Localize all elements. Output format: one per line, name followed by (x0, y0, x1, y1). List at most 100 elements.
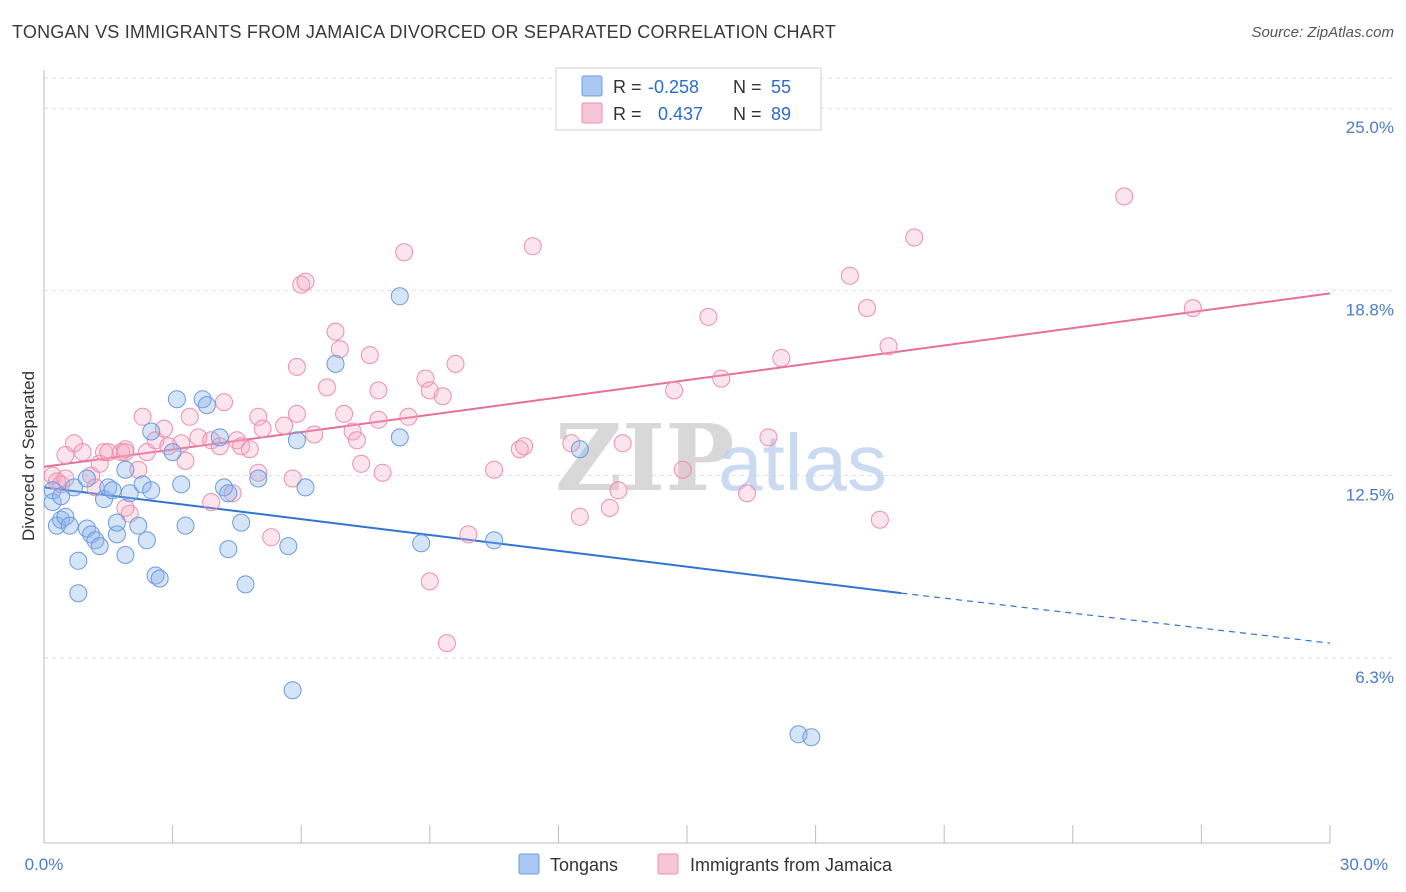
tongan-point (167, 390, 186, 409)
jamaica-point (665, 381, 684, 400)
jamaica-point (133, 407, 152, 426)
jamaica-point (347, 431, 366, 450)
data-points (43, 187, 1202, 747)
tongan-point (283, 681, 302, 700)
tick-labels: 6.3% 12.5% 18.8% 25.0% 0.0% 30.0% (25, 118, 1394, 874)
tongan-point (69, 551, 88, 570)
tongan-point (570, 440, 589, 459)
legend-n-label-jamaica: N = (733, 104, 762, 124)
jamaica-point (515, 437, 534, 456)
watermark-zip: ZIP (555, 404, 734, 512)
jamaica-point (712, 369, 731, 388)
jamaica-point (223, 484, 242, 503)
legend-swatch-jamaica (581, 102, 603, 124)
legend-r-label-jamaica: R = (613, 104, 642, 124)
jamaica-point (613, 434, 632, 453)
jamaica-point (326, 322, 345, 341)
tongan-point (120, 484, 139, 503)
jamaica-point (369, 381, 388, 400)
tongan-point (326, 354, 345, 373)
jamaica-point (180, 407, 199, 426)
chart-title: TONGAN VS IMMIGRANTS FROM JAMAICA DIVORC… (12, 22, 837, 42)
jamaica-point (570, 507, 589, 526)
tongan-point (103, 481, 122, 500)
jamaica-point (202, 493, 221, 512)
legend-r-label-tongans: R = (613, 77, 642, 97)
tongan-point (107, 513, 126, 532)
tongan-trend-extension (901, 592, 1331, 644)
x-tick-label-min: 0.0% (25, 855, 64, 874)
legend-r-value-jamaica: 0.437 (658, 104, 703, 124)
tongan-point (390, 287, 409, 306)
tongan-point (60, 516, 79, 535)
watermark-atlas: atlas (718, 418, 887, 507)
y-tick-label: 6.3% (1355, 668, 1394, 687)
jamaica-point (330, 340, 349, 359)
jamaica-point (305, 425, 324, 444)
tongan-point (116, 546, 135, 564)
tongan-point (163, 443, 182, 462)
bottom-legend-swatch-jamaica (657, 853, 679, 875)
tongan-point (90, 537, 109, 556)
jamaica-point (1183, 299, 1202, 318)
jamaica-point (275, 416, 294, 435)
tongan-point (296, 478, 315, 497)
legend-n-value-jamaica: 89 (771, 104, 791, 124)
jamaica-point (437, 634, 456, 653)
tongan-point (197, 396, 216, 415)
tongan-point (176, 516, 195, 535)
tongan-point (142, 481, 161, 500)
tongan-point (249, 469, 268, 488)
y-tick-label: 12.5% (1346, 486, 1394, 505)
jamaica-point (433, 387, 452, 406)
tongan-point (172, 475, 191, 494)
jamaica-trend-line (43, 292, 1331, 468)
watermark: ZIP atlas (555, 404, 887, 512)
jamaica-point (673, 460, 692, 479)
tongan-point (412, 534, 431, 553)
tongan-point (219, 540, 238, 559)
jamaica-point (296, 272, 315, 291)
tongan-point (232, 513, 251, 532)
jamaica-point (335, 404, 354, 423)
jamaica-point (870, 510, 889, 529)
tongan-point (219, 484, 238, 503)
legend-n-value-tongans: 55 (771, 77, 791, 97)
jamaica-point (609, 481, 628, 500)
jamaica-point (738, 484, 756, 503)
jamaica-point (73, 443, 92, 462)
jamaica-point (240, 440, 259, 459)
stats-legend: R = -0.258 N = 55 R = 0.437 N = 89 (555, 67, 822, 131)
jamaica-point (116, 443, 135, 462)
jamaica-point (485, 460, 504, 479)
tongan-point (279, 537, 298, 556)
jamaica-point (176, 451, 195, 470)
jamaica-point (395, 243, 414, 262)
jamaica-point (879, 337, 898, 356)
jamaica-point (858, 299, 876, 318)
tongan-trend-line (43, 486, 902, 595)
jamaica-point (249, 463, 268, 482)
jamaica-point (317, 378, 336, 397)
tongan-point (69, 584, 88, 603)
jamaica-point (287, 404, 306, 423)
tongan-point (77, 469, 96, 488)
tongan-point (52, 487, 71, 506)
jamaica-point (600, 498, 619, 517)
tongan-point (142, 422, 161, 441)
jamaica-point (262, 528, 281, 547)
jamaica-point (772, 349, 791, 367)
jamaica-point (905, 228, 924, 247)
jamaica-point (420, 572, 439, 591)
jamaica-point (759, 428, 778, 447)
trend-lines (43, 292, 1331, 644)
legend-r-value-tongans: -0.258 (648, 77, 699, 97)
jamaica-point (343, 422, 362, 441)
bottom-legend-label-tongans: Tongans (550, 855, 618, 875)
jamaica-point (253, 419, 272, 438)
jamaica-point (840, 266, 859, 285)
tongan-point (56, 507, 75, 526)
tongan-point (210, 428, 229, 447)
jamaica-point (249, 407, 268, 426)
